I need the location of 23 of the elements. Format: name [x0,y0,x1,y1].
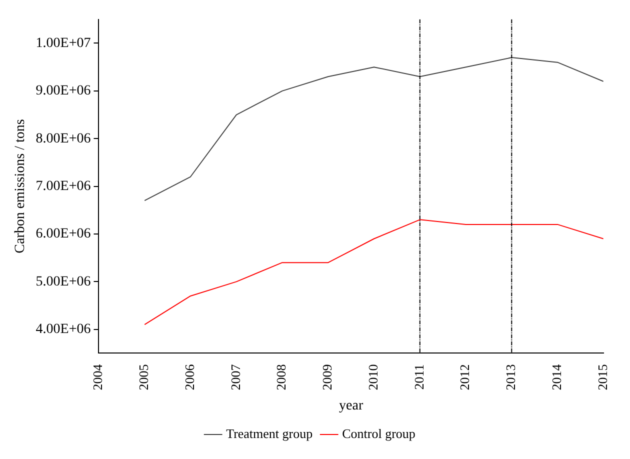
y-tick-label: 5.00E+06 [36,274,91,290]
x-tick-label: 2014 [548,364,564,390]
x-tick-label: 2006 [182,364,197,390]
legend-label: Control group [342,426,416,441]
x-axis-title: year [339,398,364,414]
y-tick-label: 4.00E+06 [36,322,91,338]
x-tick-label: 2011 [411,364,426,390]
y-tick-label: 7.00E+06 [36,178,91,194]
x-tick-label: 2004 [90,364,106,390]
x-tick-label: 2008 [274,364,289,390]
legend-label: Treatment group [226,426,313,441]
x-tick-label: 2007 [228,364,243,390]
x-tick-label: 2010 [365,364,380,390]
y-tick-label: 8.00E+06 [36,131,91,146]
x-tick-label: 2009 [320,364,335,390]
x-tick-label: 2005 [136,364,152,390]
x-tick-label: 2012 [457,364,472,390]
y-axis-title: Carbon emissions / tons [13,119,28,254]
y-tick-label: 1.00E+07 [36,36,91,51]
x-tick-label: 2013 [503,364,518,390]
x-tick-label: 2015 [594,364,610,390]
y-tick-label: 9.00E+06 [36,84,91,99]
y-tick-label: 6.00E+06 [36,226,91,242]
